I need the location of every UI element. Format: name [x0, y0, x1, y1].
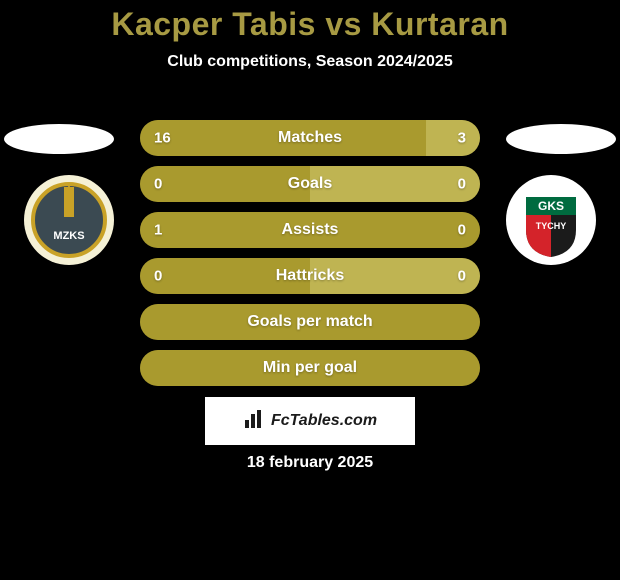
- stat-label: Goals: [140, 175, 480, 193]
- svg-text:GKS: GKS: [538, 199, 564, 213]
- stat-label: Min per goal: [140, 359, 480, 377]
- bars-icon: [243, 408, 265, 435]
- left-club-logo: MZKS: [24, 175, 114, 265]
- brand-text: FcTables.com: [271, 412, 377, 430]
- stat-row: Min per goal: [140, 350, 480, 386]
- svg-text:TYCHY: TYCHY: [536, 221, 567, 231]
- left-club-badge: MZKS: [24, 175, 114, 265]
- svg-text:MZKS: MZKS: [53, 230, 84, 242]
- stat-row: 00Goals: [140, 166, 480, 202]
- subtitle: Club competitions, Season 2024/2025: [0, 53, 620, 71]
- stat-row: Goals per match: [140, 304, 480, 340]
- stat-label: Assists: [140, 221, 480, 239]
- mzks-logo-icon: MZKS: [24, 175, 114, 265]
- brand-chip[interactable]: FcTables.com: [205, 397, 415, 445]
- stats-rows: 163Matches 00Goals 10Assists 00Hattricks Goa…: [140, 120, 480, 396]
- footer-date: 18 february 2025: [0, 454, 620, 472]
- stat-label: Matches: [140, 129, 480, 147]
- stat-label: Hattricks: [140, 267, 480, 285]
- page-title: Kacper Tabis vs Kurtaran: [0, 0, 620, 43]
- stat-row: 163Matches: [140, 120, 480, 156]
- right-halo: [506, 124, 616, 154]
- right-club-badge: GKS TYCHY: [506, 175, 596, 265]
- stat-label: Goals per match: [140, 313, 480, 331]
- gks-tychy-logo-icon: GKS TYCHY: [506, 175, 596, 265]
- left-halo: [4, 124, 114, 154]
- stat-row: 10Assists: [140, 212, 480, 248]
- stat-row: 00Hattricks: [140, 258, 480, 294]
- right-club-logo: GKS TYCHY: [506, 175, 596, 265]
